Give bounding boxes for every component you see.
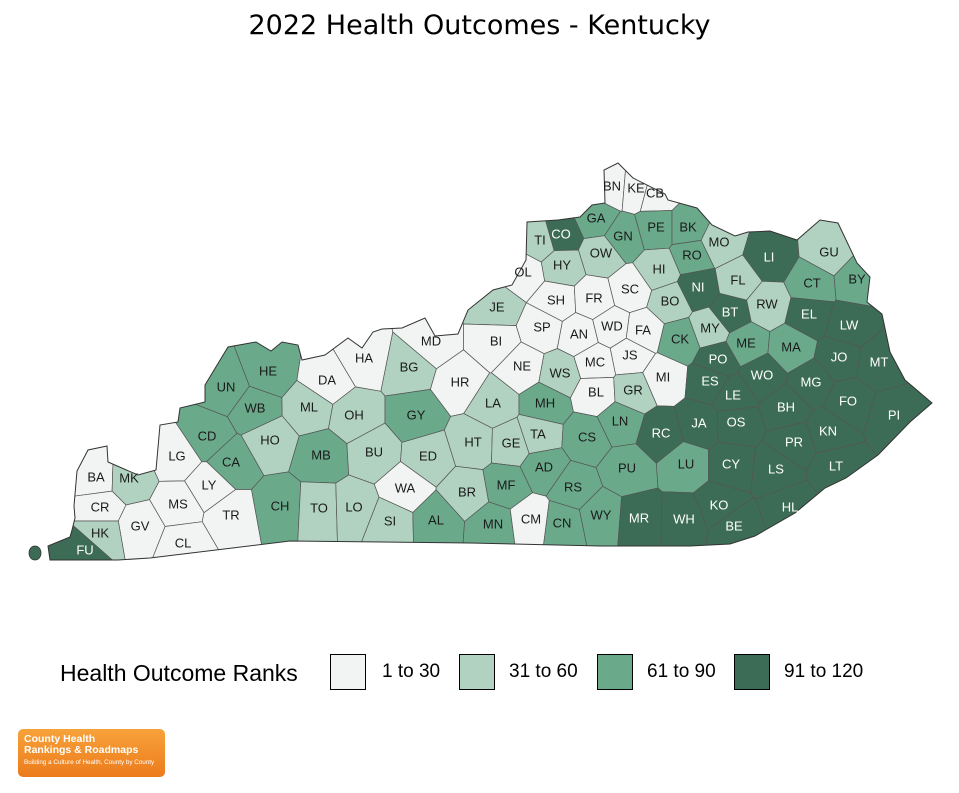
legend-swatch-1-to-30	[330, 654, 366, 690]
county-un	[48, 163, 250, 418]
county-li	[742, 163, 800, 283]
county-cr	[48, 490, 127, 522]
county-fu	[48, 503, 131, 560]
county-ro	[668, 240, 716, 276]
county-health-rankings-logo: County Health Rankings & Roadmaps Buildi…	[18, 729, 165, 777]
county-os	[716, 406, 767, 448]
county-ha	[285, 163, 394, 392]
county-to	[295, 481, 339, 560]
county-mk	[111, 385, 160, 506]
legend-label-1-to-30: 1 to 30	[382, 661, 441, 682]
county-gu	[789, 163, 932, 277]
map-title: 2022 Health Outcomes - Kentucky	[248, 10, 711, 41]
county-cl	[143, 521, 237, 560]
logo-line-1: County Health	[24, 733, 96, 745]
legend-swatch-31-to-60	[459, 654, 495, 690]
county-ol	[377, 175, 545, 304]
county-bn	[519, 163, 629, 212]
legend-label-91-to-120: 91 to 120	[784, 661, 864, 682]
legend-swatch-91-to-120	[734, 654, 770, 690]
county-cells	[48, 163, 932, 560]
legend-swatch-61-to-90	[597, 654, 633, 690]
county-by	[833, 163, 932, 313]
legend-label-61-to-90: 61 to 90	[647, 661, 716, 682]
state-outline	[47, 162, 933, 561]
county-md	[343, 163, 464, 370]
county-ch	[251, 471, 302, 560]
county-mr	[614, 487, 663, 560]
county-cm	[509, 492, 550, 560]
legend-title: Health Outcome Ranks	[60, 660, 298, 686]
county-lt	[805, 441, 932, 560]
logo-line-2: Rankings & Roadmaps	[24, 744, 139, 756]
county-ba	[48, 228, 116, 504]
county-fu-exclave	[28, 545, 42, 561]
county-je	[406, 213, 527, 326]
legend-label-31-to-60: 31 to 60	[509, 661, 578, 682]
county-hl	[755, 479, 897, 560]
county-ti	[344, 163, 555, 263]
county-cb	[639, 163, 746, 212]
logo-tagline: Building a Culture of Health, County by …	[24, 759, 155, 766]
